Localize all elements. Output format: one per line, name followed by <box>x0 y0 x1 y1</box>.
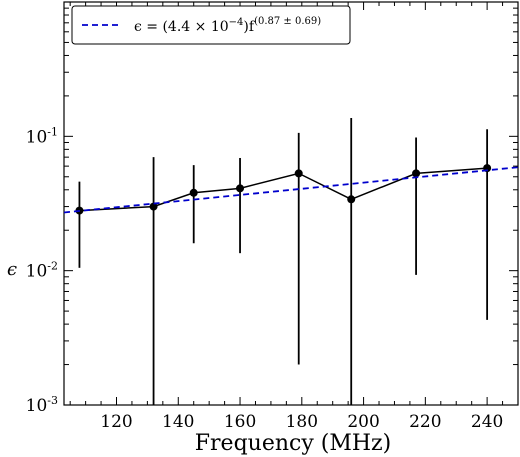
y-axis-title: ϵ <box>7 259 17 280</box>
legend-box <box>71 5 351 45</box>
data-point <box>149 202 158 211</box>
x-tick-label: 220 <box>409 412 441 432</box>
fit-line <box>63 166 519 214</box>
x-axis: 120 140 160 180 200 220 240 <box>69 2 519 432</box>
legend-label: ϵ = (4.4 × 10−4)f(0.87 ± 0.69) <box>134 16 321 35</box>
data-line <box>79 167 488 212</box>
data-point <box>189 188 198 197</box>
y-tick-label: 10-2 <box>26 260 58 282</box>
x-axis-title: Frequency (MHz) <box>195 431 391 456</box>
legend: ϵ = (4.4 × 10−4)f(0.87 ± 0.69) <box>71 5 351 45</box>
y-tick-label: 10-3 <box>26 394 58 416</box>
data-point <box>412 169 421 178</box>
y-axis: 10-3 10-2 10-1 <box>26 7 518 416</box>
data-point <box>294 169 303 178</box>
plot-frame <box>63 1 519 406</box>
data-point <box>236 184 245 193</box>
y-tick-label: 10-1 <box>26 125 58 147</box>
x-tick-label: 200 <box>347 412 379 432</box>
plot-area <box>63 1 519 406</box>
x-tick-label: 160 <box>224 412 256 432</box>
x-tick-label: 240 <box>471 412 503 432</box>
x-tick-label: 120 <box>100 412 132 432</box>
data-point <box>347 195 356 204</box>
x-tick-label: 140 <box>162 412 194 432</box>
x-tick-label: 180 <box>286 412 318 432</box>
